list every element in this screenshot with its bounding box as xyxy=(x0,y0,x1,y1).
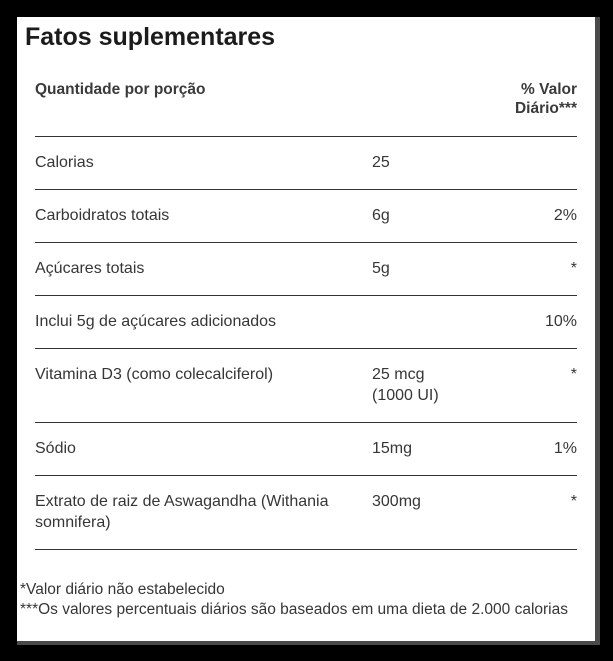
nutrient-name: Calorias xyxy=(35,154,94,171)
footnote-diet-basis: ***Os valores percentuais diários são ba… xyxy=(20,601,568,618)
nutrient-dv: * xyxy=(570,493,577,510)
nutrient-name: Extrato de raiz de Aswagandha (Withania … xyxy=(35,493,329,531)
nutrient-name: Carboidratos totais xyxy=(35,207,170,224)
nutrient-amount: 6g xyxy=(372,207,390,224)
nutrient-amount: 25 xyxy=(372,154,390,171)
table-row: Extrato de raiz de Aswagandha (Withania … xyxy=(35,476,577,550)
nutrient-dv: 10% xyxy=(544,313,577,330)
footnotes: *Valor diário não estabelecido ***Os val… xyxy=(20,580,587,620)
nutrient-amount-line2: (1000 UI) xyxy=(372,387,439,404)
table-row: Carboidratos totais 6g 2% xyxy=(35,190,577,243)
table-row: Calorias 25 xyxy=(35,137,577,190)
nutrient-dv: * xyxy=(570,260,577,277)
nutrient-name: Sódio xyxy=(35,440,76,457)
header-daily-value: % Valor Diário*** xyxy=(514,81,577,117)
nutrient-amount: 5g xyxy=(372,260,390,277)
table-row: Vitamina D3 (como colecalciferol) 25 mcg… xyxy=(35,349,577,423)
nutrient-amount: 300mg xyxy=(372,493,421,510)
table-row: Inclui 5g de açúcares adicionados 10% xyxy=(35,296,577,349)
nutrient-amount: 15mg xyxy=(372,440,413,457)
table-row: Sódio 15mg 1% xyxy=(35,423,577,476)
nutrient-amount-line1: 25 mcg xyxy=(372,366,425,383)
table-row: Açúcares totais 5g * xyxy=(35,243,577,296)
nutrient-name: Vitamina D3 (como colecalciferol) xyxy=(35,366,274,383)
nutrient-name: Inclui 5g de açúcares adicionados xyxy=(35,313,277,330)
nutrient-name: Açúcares totais xyxy=(35,260,145,277)
nutrient-amount: 25 mcg (1000 UI) xyxy=(372,364,507,406)
nutrient-dv: 2% xyxy=(553,207,577,224)
header-amount-per-serving: Quantidade por porção xyxy=(35,81,206,98)
nutrient-dv: * xyxy=(570,366,577,383)
supplement-facts-table: Quantidade por porção % Valor Diário*** … xyxy=(35,80,577,550)
panel-title: Fatos suplementares xyxy=(25,23,276,51)
table-header-row: Quantidade por porção % Valor Diário*** xyxy=(35,80,577,137)
nutrient-dv: 1% xyxy=(553,440,577,457)
supplement-facts-panel: Fatos suplementares Quantidade por porçã… xyxy=(17,17,600,645)
footnote-daily-value: *Valor diário não estabelecido xyxy=(20,581,225,598)
